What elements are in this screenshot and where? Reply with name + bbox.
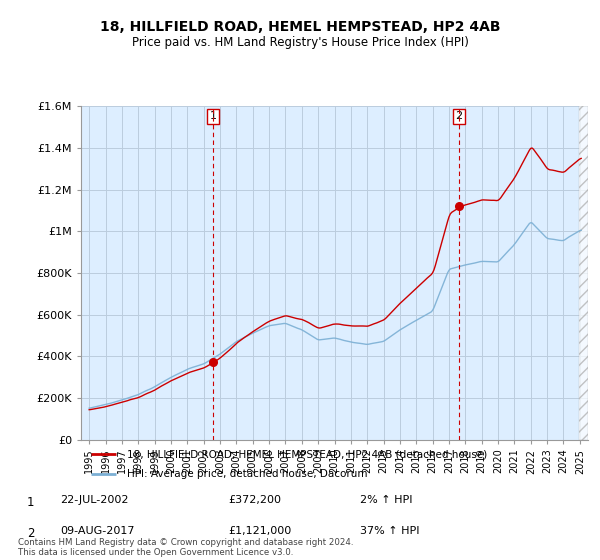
Text: HPI: Average price, detached house, Dacorum: HPI: Average price, detached house, Daco…: [127, 469, 367, 479]
Text: Contains HM Land Registry data © Crown copyright and database right 2024.
This d: Contains HM Land Registry data © Crown c…: [18, 538, 353, 557]
Text: 2% ↑ HPI: 2% ↑ HPI: [360, 495, 413, 505]
Text: £1,121,000: £1,121,000: [228, 526, 291, 536]
Text: 37% ↑ HPI: 37% ↑ HPI: [360, 526, 419, 536]
Text: £372,200: £372,200: [228, 495, 281, 505]
Text: 22-JUL-2002: 22-JUL-2002: [60, 495, 128, 505]
Text: 2: 2: [455, 111, 463, 122]
Text: 1: 1: [27, 496, 34, 510]
Text: 09-AUG-2017: 09-AUG-2017: [60, 526, 134, 536]
Text: 18, HILLFIELD ROAD, HEMEL HEMPSTEAD, HP2 4AB: 18, HILLFIELD ROAD, HEMEL HEMPSTEAD, HP2…: [100, 20, 500, 34]
Text: 1: 1: [209, 111, 217, 122]
Text: 18, HILLFIELD ROAD, HEMEL HEMPSTEAD, HP2 4AB (detached house): 18, HILLFIELD ROAD, HEMEL HEMPSTEAD, HP2…: [127, 449, 487, 459]
Text: Price paid vs. HM Land Registry's House Price Index (HPI): Price paid vs. HM Land Registry's House …: [131, 36, 469, 49]
Text: 2: 2: [27, 527, 34, 540]
